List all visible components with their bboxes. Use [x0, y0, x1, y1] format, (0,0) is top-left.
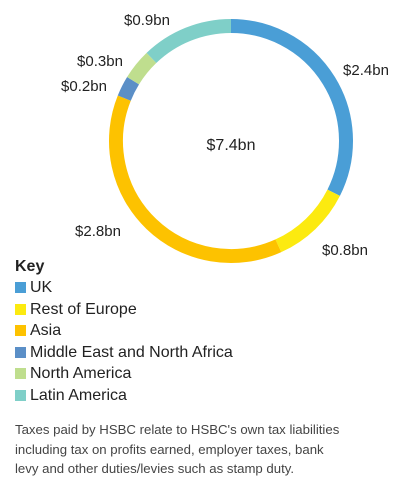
legend-swatch-middle-east-north-africa — [15, 346, 26, 358]
legend-swatch-rest-of-europe — [15, 303, 26, 315]
legend-swatch-latin-america — [15, 389, 26, 401]
slice-label-uk: $2.4bn — [343, 62, 389, 79]
slice-label-north-america: $0.3bn — [77, 53, 123, 70]
legend-label-rest-of-europe: Rest of Europe — [30, 300, 137, 318]
slice-label-latin-america: $0.9bn — [124, 12, 170, 29]
slice-label-rest-of-europe: $0.8bn — [322, 242, 368, 259]
legend-title: Key — [15, 258, 45, 275]
donut-slice-latin-america — [146, 19, 232, 64]
donut-slices — [109, 19, 353, 263]
legend-item-uk: UK — [15, 277, 233, 299]
legend-label-north-america: North America — [30, 365, 132, 382]
legend-item-latin-america: Latin America — [15, 385, 233, 407]
legend-item-rest-of-europe: Rest of Europe — [15, 299, 233, 321]
legend-swatch-asia — [15, 325, 26, 337]
donut-chart: $7.4bn $2.4bn $0.8bn $2.8bn $0.2bn $0.3b… — [61, 12, 389, 263]
legend-item-asia: Asia — [15, 320, 233, 342]
donut-slice-middle-east-and-north-africa — [117, 77, 140, 101]
donut-slice-north-america — [127, 52, 157, 85]
legend-label-latin-america: Latin America — [30, 386, 127, 404]
donut-slice-asia — [109, 95, 282, 263]
legend: Key UK Rest of Europe Asia Middle East a… — [15, 258, 233, 406]
slice-label-asia: $2.8bn — [75, 223, 121, 240]
donut-center-total: $7.4bn — [207, 137, 256, 154]
legend-swatch-uk — [15, 282, 26, 294]
legend-label-asia: Asia — [30, 322, 62, 339]
footnote: Taxes paid by HSBC relate to HSBC's own … — [15, 422, 340, 476]
legend-item-middle-east-north-africa: Middle East and North Africa — [15, 342, 233, 364]
donut-slice-uk — [230, 19, 353, 196]
slice-label-middle-east-north-africa: $0.2bn — [61, 78, 107, 95]
legend-swatch-north-america — [15, 368, 26, 380]
legend-label-middle-east-north-africa: Middle East and North Africa — [30, 343, 233, 361]
legend-label-uk: UK — [30, 279, 53, 296]
donut-slice-rest-of-europe — [275, 189, 340, 253]
legend-item-north-america: North America — [15, 363, 233, 385]
